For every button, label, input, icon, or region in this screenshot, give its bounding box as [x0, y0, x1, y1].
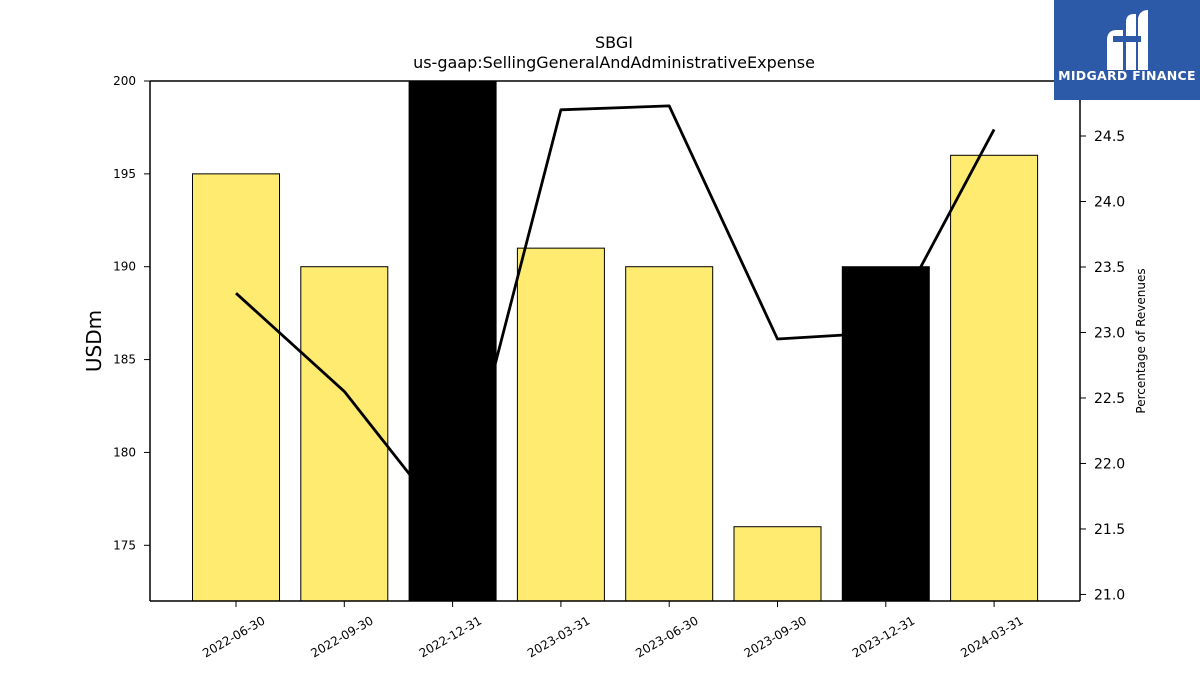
y-tick-label-180: 180	[113, 445, 136, 459]
y2-axis-label: Percentage of Revenues	[1134, 268, 1148, 413]
bar-2024-03-31	[950, 154, 1039, 601]
x-tick-label-2023-03-31: 2023-03-31	[525, 613, 592, 660]
x-tick-label-2023-09-30: 2023-09-30	[742, 613, 809, 660]
line-layer	[235, 104, 996, 531]
midgard-finance-logo: MIDGARD FINANCE	[1054, 0, 1200, 100]
bar-2023-06-30	[625, 266, 714, 601]
bar-2022-09-30	[300, 266, 389, 601]
x-tick-label-2022-12-31: 2022-12-31	[417, 613, 484, 660]
y2-tick-label-22.5: 22.5	[1094, 391, 1125, 407]
y2-tick-label-21.0: 21.0	[1094, 587, 1125, 603]
x-tick-label-2022-06-30: 2022-06-30	[200, 613, 267, 660]
y-tick-label-200: 200	[113, 74, 136, 88]
bar-2023-03-31	[516, 247, 605, 601]
y2-tick-label-24.0: 24.0	[1094, 195, 1125, 211]
y2-tick-label-23.5: 23.5	[1094, 260, 1125, 276]
bars-layer	[192, 81, 1039, 601]
y-tick-label-195: 195	[113, 167, 136, 181]
y-tick-label-185: 185	[113, 353, 136, 367]
y2-tick-label-21.5: 21.5	[1094, 522, 1125, 538]
bar-2022-06-30	[192, 173, 280, 601]
logo-text: MIDGARD FINANCE	[1058, 68, 1196, 83]
y-tick-label-190: 190	[113, 260, 136, 274]
x-tick-label-2023-12-31: 2023-12-31	[850, 613, 917, 660]
y2-tick-label-23.0: 23.0	[1094, 325, 1125, 341]
y-axis-label: USDm	[82, 310, 106, 372]
y2-tick-label-24.5: 24.5	[1094, 129, 1125, 145]
x-tick-label-2023-06-30: 2023-06-30	[633, 613, 700, 660]
y-tick-label-175: 175	[113, 538, 136, 552]
midgard-logo-icon	[1107, 10, 1148, 70]
percentage-line	[235, 104, 996, 531]
chart-subtitle: us-gaap:SellingGeneralAndAdministrativeE…	[413, 53, 815, 72]
chart-title: SBGI	[595, 33, 633, 52]
x-tick-label-2022-09-30: 2022-09-30	[308, 613, 375, 660]
bar-2022-12-31	[408, 81, 497, 601]
x-tick-label-2024-03-31: 2024-03-31	[958, 613, 1025, 660]
bar-2023-12-31	[841, 266, 930, 601]
y2-tick-label-22.0: 22.0	[1094, 456, 1125, 472]
bar-2023-09-30	[733, 526, 822, 601]
